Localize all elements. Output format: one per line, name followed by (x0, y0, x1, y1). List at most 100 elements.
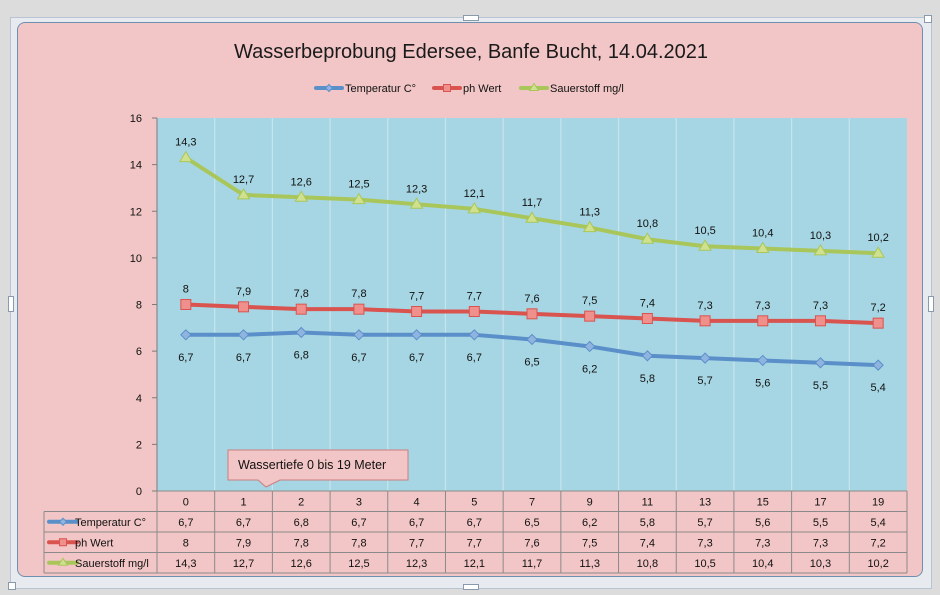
data-label: 10,5 (694, 225, 715, 237)
y-tick-label: 8 (136, 300, 142, 312)
table-header-cell: 2 (298, 497, 304, 509)
data-point (699, 352, 711, 364)
resize-handle-top-right[interactable] (924, 15, 932, 23)
data-label: 6,7 (178, 352, 193, 364)
data-point (526, 333, 538, 346)
table-cell: 6,8 (294, 517, 309, 529)
table-cell: 6,2 (582, 517, 597, 529)
data-label: 14,3 (175, 137, 196, 149)
data-point (295, 326, 307, 339)
table-header-cell: 9 (587, 497, 593, 509)
y-tick-label: 12 (130, 206, 142, 218)
table-cell: 6,7 (178, 517, 193, 529)
data-point (757, 354, 769, 367)
legend[interactable]: Temperatur C° ph Wert Sauerstoff mg/l (314, 82, 624, 95)
plot-background[interactable] (157, 118, 907, 491)
resize-handle-left[interactable] (8, 296, 14, 312)
data-label: 5,7 (697, 375, 712, 387)
table-cell: 7,5 (582, 537, 597, 549)
data-point (468, 305, 480, 317)
table-header-cell: 19 (872, 497, 884, 509)
table-cell: 7,3 (697, 537, 712, 549)
data-label: 12,7 (233, 174, 254, 186)
table-header-cell: 0 (183, 497, 189, 509)
data-point (468, 329, 481, 341)
data-label: 10,3 (810, 230, 831, 242)
table-header-cell: 3 (356, 497, 362, 509)
legend-label: Sauerstoff mg/l (550, 83, 624, 95)
data-point (178, 150, 193, 163)
resize-handle-right[interactable] (928, 296, 934, 312)
data-point (409, 197, 424, 209)
data-label: 10,2 (867, 232, 888, 244)
legend-item[interactable]: Temperatur C° (314, 83, 416, 95)
resize-handle-bottom[interactable] (463, 584, 479, 590)
data-point (583, 340, 596, 353)
data-label: 7,6 (524, 293, 539, 305)
data-point (757, 315, 769, 327)
table-cell: 7,6 (524, 537, 539, 549)
data-label: 6,7 (409, 352, 424, 364)
data-label: 12,1 (464, 188, 485, 200)
data-point (467, 201, 482, 214)
data-point (411, 305, 423, 317)
legend-item[interactable]: ph Wert (432, 83, 501, 95)
table-header-cell: 7 (529, 497, 535, 509)
data-label: 6,7 (236, 352, 251, 364)
table-cell: 7,4 (640, 537, 655, 549)
data-point (699, 315, 711, 327)
data-point (526, 308, 538, 320)
table-cell: 5,4 (871, 517, 886, 529)
data-point (871, 246, 886, 258)
data-point (872, 359, 884, 371)
table-cell: 6,7 (351, 517, 366, 529)
resize-handle-bottom-left[interactable] (8, 582, 16, 590)
data-label: 7,3 (813, 300, 828, 312)
data-label: 7,8 (294, 288, 309, 300)
table-cell: 7,8 (294, 537, 309, 549)
callout-shape (227, 449, 409, 488)
data-label: 6,8 (294, 349, 309, 361)
table-cell: 14,3 (175, 558, 196, 570)
data-point (324, 83, 334, 93)
table-cell: 5,6 (755, 517, 770, 529)
legend-label: Temperatur C° (345, 83, 416, 95)
data-point (58, 517, 68, 526)
data-point (352, 192, 366, 205)
data-point (57, 557, 69, 566)
data-label: 7,7 (467, 290, 482, 302)
table-series-name: Temperatur C° (75, 517, 146, 529)
table-cell: 5,5 (813, 517, 828, 529)
chart-title: Wasserbeprobung Edersee, Banfe Bucht, 14… (234, 41, 708, 63)
data-point (295, 303, 307, 315)
data-label: 12,3 (406, 183, 427, 195)
data-label: 6,2 (582, 363, 597, 375)
data-point (698, 239, 712, 251)
resize-handle-top[interactable] (463, 15, 479, 21)
table-header-cell: 17 (814, 497, 826, 509)
data-point (872, 317, 884, 329)
data-label: 11,3 (579, 207, 600, 219)
data-label: 7,8 (351, 288, 366, 300)
table-series-name: ph Wert (75, 537, 113, 549)
table-cell: 7,3 (813, 537, 828, 549)
data-label: 5,4 (871, 382, 886, 394)
data-point (641, 350, 654, 362)
table-cell: 6,7 (409, 517, 424, 529)
annotation-callout[interactable]: Wassertiefe 0 bis 19 Meter (227, 449, 409, 488)
series-Sauerstoff mg/l: 14,3 12,7 12,6 12,5 12,3 12,1 11,7 11,3 10,8 10,5… (175, 137, 889, 258)
data-point (443, 84, 451, 92)
data-point (641, 312, 653, 324)
legend-item[interactable]: Sauerstoff mg/l (519, 82, 624, 95)
table-cell: 6,7 (236, 517, 251, 529)
y-tick-label: 0 (136, 486, 142, 498)
chart-area[interactable]: Wasserbeprobung Edersee, Banfe Bucht, 14… (17, 22, 923, 577)
legend-label: ph Wert (463, 83, 501, 95)
data-point (238, 301, 250, 313)
data-label: 5,8 (640, 373, 655, 385)
table-cell: 6,5 (524, 517, 539, 529)
table-cell: 7,7 (409, 537, 424, 549)
table-cell: 10,5 (694, 558, 715, 570)
data-point (180, 329, 192, 341)
table-cell: 12,7 (233, 558, 254, 570)
